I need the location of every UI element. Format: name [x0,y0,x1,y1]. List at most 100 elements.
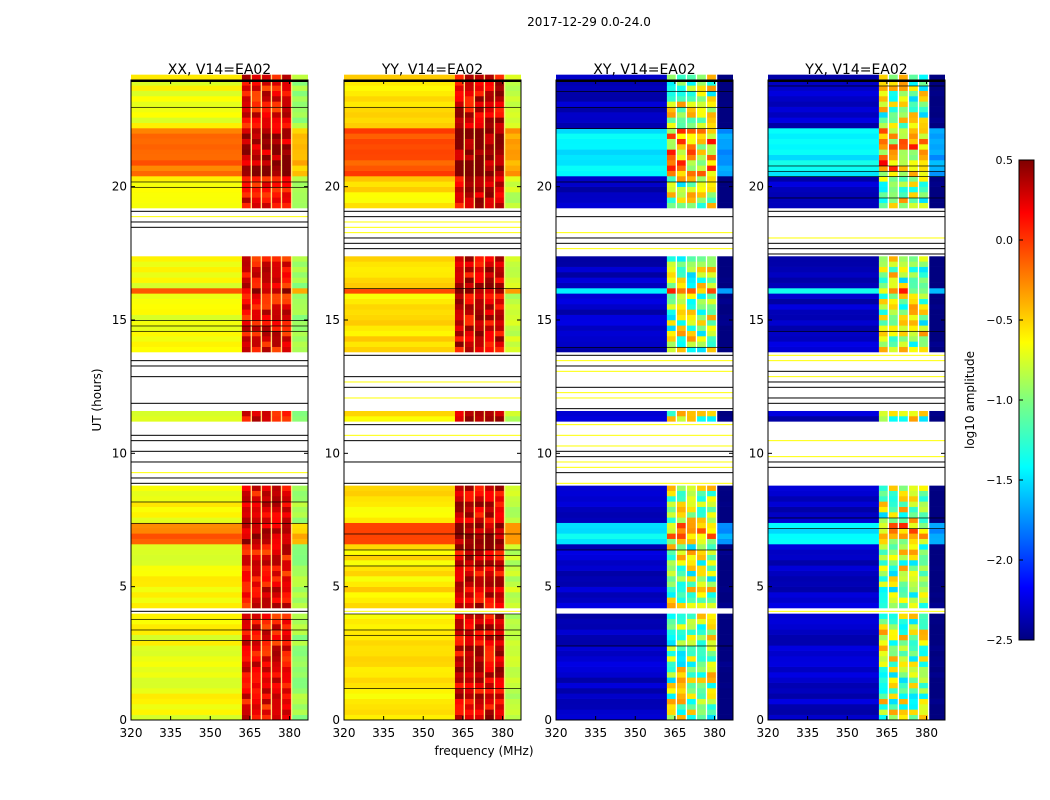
heatmap-cell [927,506,930,513]
heatmap-cell [666,602,676,609]
heatmap-cell [887,634,889,641]
heatmap-cell [717,160,733,166]
heatmap-cell [909,197,918,203]
heatmap-cell [290,320,293,326]
heatmap-cell [919,170,928,177]
heatmap-cell [290,704,293,710]
heatmap-cell [897,133,900,139]
heatmap-cell [927,138,930,145]
heatmap-cell [899,341,908,347]
heatmap-cell [282,533,291,539]
heatmap-cell [270,176,273,182]
heatmap-cell [685,341,688,347]
heatmap-cell [483,122,486,129]
heatmap-cell [919,202,928,209]
heatmap-cell [768,325,879,331]
heatmap-cell [485,714,494,721]
heatmap-cell [715,149,718,155]
heatmap-cell [473,74,476,81]
heatmap-cell [666,693,676,699]
flagged-row [131,426,308,433]
heatmap-cell [697,330,706,337]
heatmap-cell [280,554,283,561]
heatmap-cell [675,154,677,161]
heatmap-cell [919,138,928,145]
heatmap-cell [715,698,718,705]
heatmap-cell [131,501,242,507]
heatmap-cell [707,133,716,139]
heatmap-cell [250,122,252,129]
heatmap-cell [270,272,273,278]
heatmap-cell [556,640,667,646]
heatmap-cell [473,650,476,657]
heatmap-cell [251,160,261,166]
heatmap-cell [707,165,716,171]
heatmap-cell [929,282,945,289]
heatmap-cell [717,554,733,561]
heatmap-cell [483,106,486,113]
heatmap-cell [768,698,879,705]
heatmap-cell [463,714,465,721]
heatmap-cell [280,688,283,694]
heatmap-cell [493,293,496,299]
heatmap-cell [505,197,521,203]
heatmap-cell [675,261,677,267]
heatmap-cell [927,570,930,577]
heatmap-cell [697,517,706,523]
colorbar-tick-label: −2.5 [986,634,1013,647]
heatmap-cell [473,682,476,689]
heatmap-cell [270,186,273,193]
heatmap-cell [907,597,910,603]
heatmap-cell [768,96,879,102]
heatmap-cell [556,341,667,347]
heatmap-cell [715,528,718,534]
flag-line [556,370,733,372]
heatmap-cell [687,544,696,550]
heatmap-cell [907,165,910,171]
heatmap-cell [888,666,898,673]
heatmap-cell [280,416,283,422]
y-axis-label: UT (hours) [90,368,104,431]
heatmap-cell [505,570,521,577]
heatmap-cell [454,528,464,534]
heatmap-cell [687,490,696,497]
heatmap-cell [270,581,273,587]
heatmap-cell [676,176,686,182]
flag-line [768,80,945,82]
heatmap-cell [929,181,945,187]
heatmap-cell [705,602,708,609]
heatmap-cell [475,528,484,534]
heatmap-cell [907,688,910,694]
heatmap-cell [262,698,271,705]
heatmap-cell [290,512,293,518]
heatmap-cell [887,304,889,310]
heatmap-cell [909,330,918,337]
heatmap-cell [262,202,271,209]
heatmap-cell [292,90,308,97]
heatmap-cell [717,650,733,657]
heatmap-cell [503,202,506,209]
heatmap-cell [919,613,928,619]
heatmap-cell [887,106,889,113]
heatmap-cell [505,490,521,497]
heatmap-cell [463,144,465,150]
heatmap-cell [768,133,879,139]
heatmap-cell [929,714,945,721]
heatmap-cell [475,485,484,491]
heatmap-cell [676,640,686,646]
heatmap-cell [505,138,521,145]
flag-line [131,477,308,479]
heatmap-cell [464,122,474,129]
heatmap-cell [887,165,889,171]
heatmap-cell [250,650,252,657]
heatmap-cell [675,544,677,550]
heatmap-cell [241,554,251,561]
heatmap-cell [717,74,733,81]
heatmap-cell [344,693,455,699]
heatmap-cell [292,96,308,102]
heatmap-cell [260,581,263,587]
heatmap-cell [917,138,920,145]
heatmap-cell [899,325,908,331]
flagged-row [556,368,733,374]
heatmap-cell [290,693,293,699]
